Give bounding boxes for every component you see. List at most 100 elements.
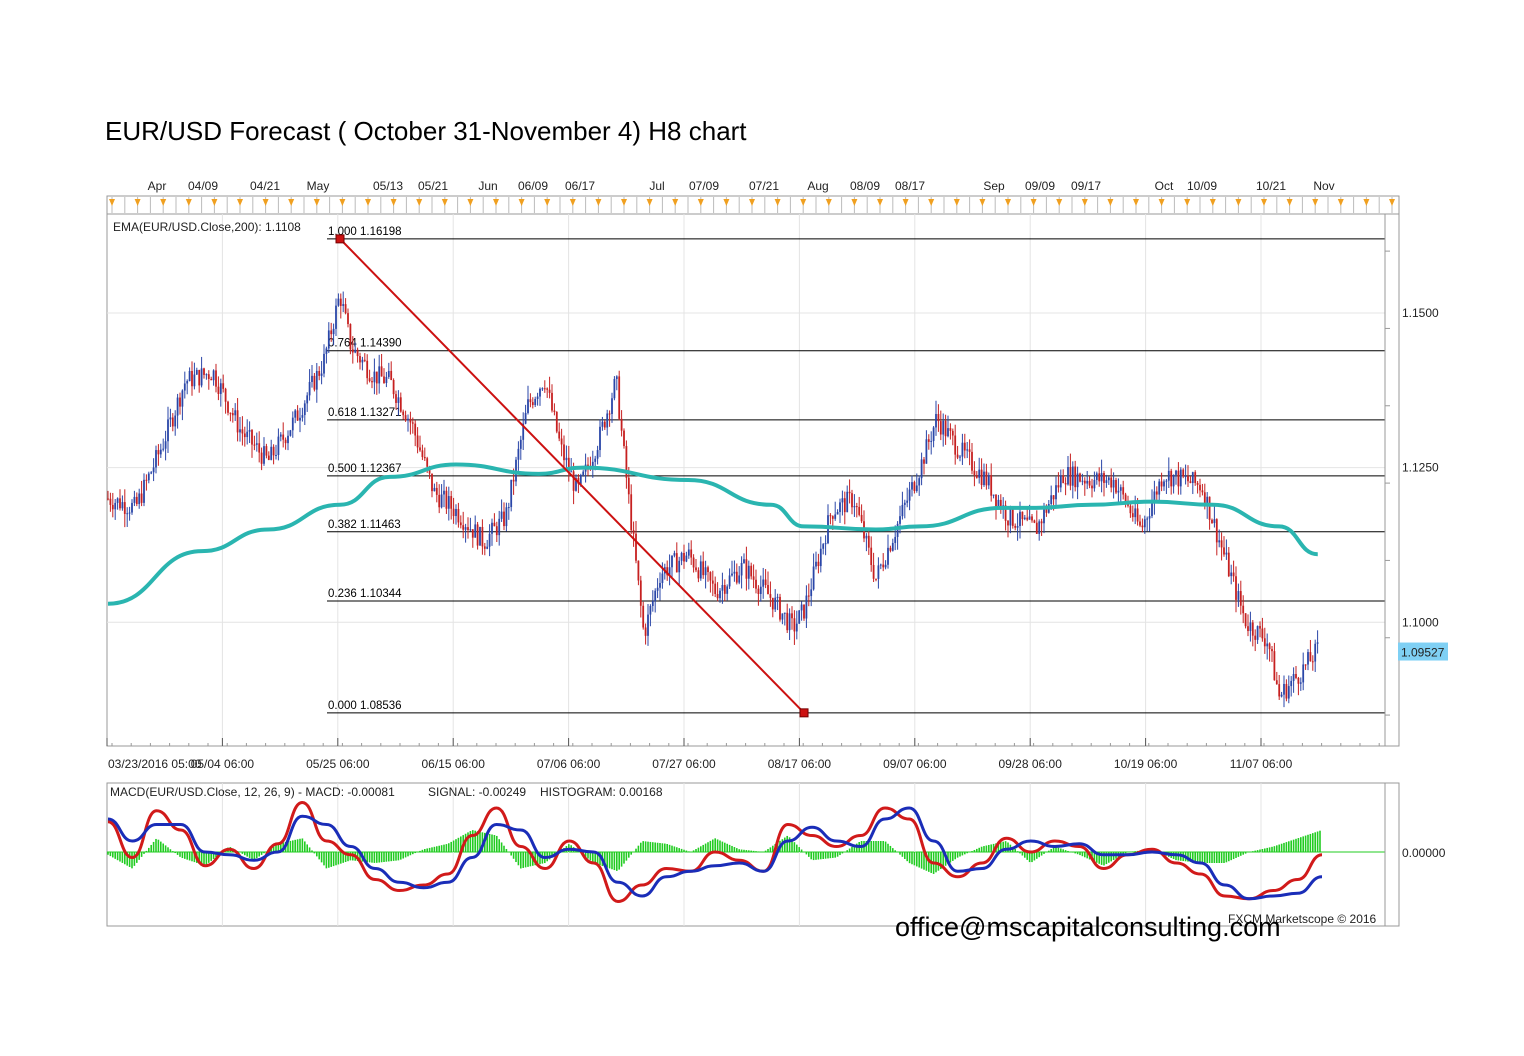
candle-body bbox=[810, 589, 813, 597]
macd-histogram-bar bbox=[870, 841, 872, 852]
candle-body bbox=[210, 378, 213, 381]
candle-body bbox=[731, 573, 733, 576]
candle-body bbox=[539, 388, 541, 397]
macd-histogram-bar bbox=[337, 852, 340, 865]
fib-level-label: 0.764 1.14390 bbox=[328, 338, 402, 350]
candle-body bbox=[1115, 479, 1117, 493]
candle-body bbox=[462, 525, 465, 530]
candle-body bbox=[899, 516, 901, 524]
macd-histogram-bar bbox=[894, 850, 896, 852]
macd-histogram-bar bbox=[1220, 852, 1223, 863]
candle-body bbox=[1201, 490, 1204, 493]
signal-line bbox=[107, 806, 1323, 901]
macd-histogram-bar bbox=[740, 849, 743, 852]
candle-body bbox=[743, 559, 745, 563]
candle-body bbox=[239, 429, 241, 433]
macd-histogram-bar bbox=[479, 831, 481, 852]
top-axis-label: 08/17 bbox=[895, 179, 925, 193]
candle-body bbox=[1208, 496, 1211, 520]
macd-histogram-bar bbox=[133, 852, 136, 866]
macd-histogram-bar bbox=[436, 846, 438, 852]
macd-histogram-bar bbox=[109, 852, 112, 857]
candle-body bbox=[769, 594, 772, 598]
candle-body bbox=[947, 428, 949, 437]
candle-body bbox=[1213, 519, 1216, 524]
macd-histogram-bar bbox=[539, 852, 541, 865]
macd-histogram-bar bbox=[167, 847, 169, 852]
top-axis-label: 05/13 bbox=[373, 179, 403, 193]
candle-body bbox=[318, 370, 321, 376]
macd-histogram-bar bbox=[908, 852, 911, 864]
macd-histogram-bar bbox=[114, 852, 116, 859]
candle-body bbox=[411, 422, 414, 424]
trend-line-handle-start[interactable] bbox=[335, 234, 345, 244]
candle-body bbox=[1287, 686, 1290, 699]
macd-histogram-bar bbox=[488, 833, 491, 852]
macd-histogram-bar bbox=[848, 848, 851, 852]
candle-body bbox=[385, 376, 388, 384]
candle-body bbox=[1019, 511, 1021, 527]
macd-histogram-bar bbox=[119, 852, 121, 862]
candle-body bbox=[450, 496, 453, 509]
candle-body bbox=[935, 413, 937, 428]
macd-histogram-bar bbox=[145, 850, 148, 852]
macd-histogram-bar bbox=[899, 852, 901, 855]
macd-histogram-bar bbox=[596, 852, 599, 865]
bottom-axis-label: 08/17 06:00 bbox=[768, 757, 832, 771]
candle-body bbox=[596, 450, 599, 459]
candle-body bbox=[1124, 494, 1127, 504]
candle-body bbox=[1211, 519, 1213, 524]
macd-histogram-bar bbox=[107, 852, 109, 855]
candle-body bbox=[913, 482, 916, 491]
candle-body bbox=[851, 493, 853, 508]
candle-body bbox=[152, 467, 155, 473]
macd-histogram-bar bbox=[366, 852, 368, 863]
candle-body bbox=[181, 390, 184, 407]
candle-body bbox=[1028, 516, 1031, 520]
price-tag-box bbox=[1398, 642, 1448, 661]
candle-body bbox=[471, 529, 474, 538]
session-marker bbox=[723, 199, 730, 206]
candle-body bbox=[1187, 476, 1189, 482]
current-price-tag: 1.09527 bbox=[1398, 642, 1448, 661]
candle-body bbox=[697, 570, 700, 579]
candle-body bbox=[937, 413, 940, 422]
macd-histogram-bar bbox=[904, 852, 906, 859]
macd-histogram-bar bbox=[606, 852, 608, 868]
macd-histogram-bar bbox=[875, 841, 877, 852]
macd-histogram-bar bbox=[277, 843, 280, 852]
candle-body bbox=[683, 553, 685, 562]
candle-body bbox=[1295, 673, 1297, 678]
macd-histogram-bar bbox=[505, 848, 508, 852]
macd-histogram-bar bbox=[745, 850, 748, 852]
trend-line-handle-end[interactable] bbox=[799, 708, 809, 718]
candle-body bbox=[361, 359, 364, 363]
candle-body bbox=[951, 430, 954, 436]
macd-histogram-bar bbox=[916, 852, 918, 867]
candle-body bbox=[774, 597, 777, 610]
macd-histogram-bar bbox=[836, 852, 839, 857]
candle-body bbox=[1139, 521, 1141, 526]
candle-body bbox=[229, 412, 232, 414]
macd-histogram-bar bbox=[767, 848, 769, 852]
session-marker bbox=[1030, 199, 1037, 206]
candle-body bbox=[231, 413, 234, 416]
macd-histogram-bar bbox=[834, 852, 836, 858]
candle-body bbox=[1218, 540, 1221, 543]
macd-histogram-bar bbox=[1218, 852, 1220, 863]
macd-histogram-bar bbox=[371, 852, 373, 863]
candle-body bbox=[767, 584, 769, 595]
candle-body bbox=[1268, 643, 1271, 650]
macd-histogram-bar bbox=[784, 837, 786, 852]
macd-histogram-bar bbox=[1208, 852, 1211, 863]
macd-histogram-bar bbox=[503, 845, 505, 852]
session-marker bbox=[544, 199, 551, 206]
macd-histogram-bar bbox=[880, 841, 882, 852]
candle-body bbox=[517, 448, 520, 460]
macd-histogram-bar bbox=[112, 852, 114, 858]
candle-body bbox=[303, 403, 306, 416]
top-axis-label: 07/09 bbox=[689, 179, 719, 193]
candle-body bbox=[212, 370, 215, 381]
macd-histogram-bar bbox=[1211, 852, 1213, 863]
macd-histogram-bar bbox=[164, 845, 167, 852]
